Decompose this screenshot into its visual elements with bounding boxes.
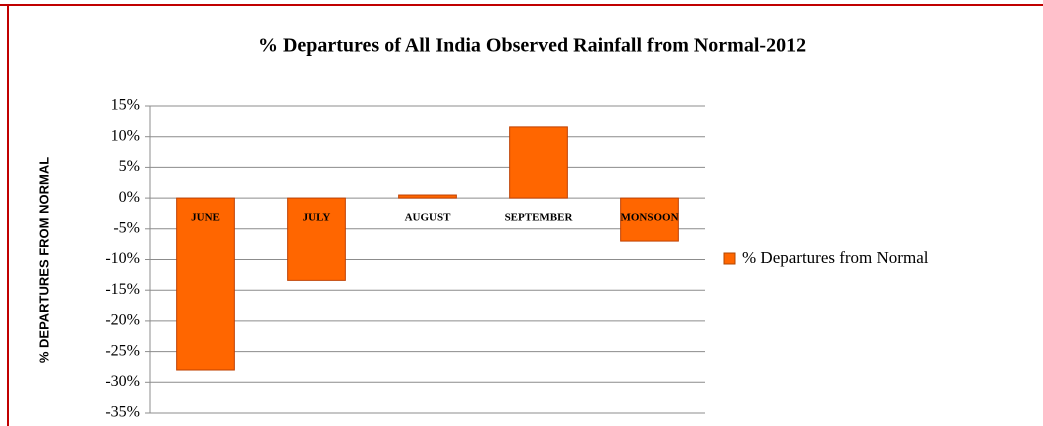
- y-tick-label: -10%: [105, 250, 140, 267]
- y-tick-label: -30%: [105, 373, 140, 390]
- y-tick-label: 0%: [119, 189, 140, 206]
- x-tick-label: SEPTEMBER: [505, 212, 574, 224]
- x-tick-label: AUGUST: [405, 212, 452, 224]
- x-tick-label: JUNE: [191, 212, 220, 224]
- x-tick-label: JULY: [303, 212, 331, 224]
- y-tick-label: -35%: [105, 404, 140, 421]
- legend-label: % Departures from Normal: [742, 248, 929, 267]
- y-tick-label: -20%: [105, 312, 140, 329]
- y-tick-label: 5%: [119, 158, 140, 175]
- bar: [620, 197, 679, 242]
- y-tick-label: -15%: [105, 281, 140, 298]
- bar: [509, 126, 568, 199]
- y-tick-label: -5%: [113, 219, 140, 236]
- y-tick-label: 10%: [111, 127, 140, 144]
- chart-title: % Departures of All India Observed Rainf…: [258, 35, 806, 57]
- x-tick-label: MONSOON: [620, 212, 678, 224]
- bar: [398, 194, 457, 199]
- legend-swatch: [723, 252, 736, 265]
- bar: [287, 197, 346, 281]
- y-tick-label: 15%: [111, 97, 140, 114]
- y-tick-label: -25%: [105, 342, 140, 359]
- y-axis-title: % DEPARTURES FROM NORMAL: [36, 157, 51, 363]
- bar: [176, 197, 235, 371]
